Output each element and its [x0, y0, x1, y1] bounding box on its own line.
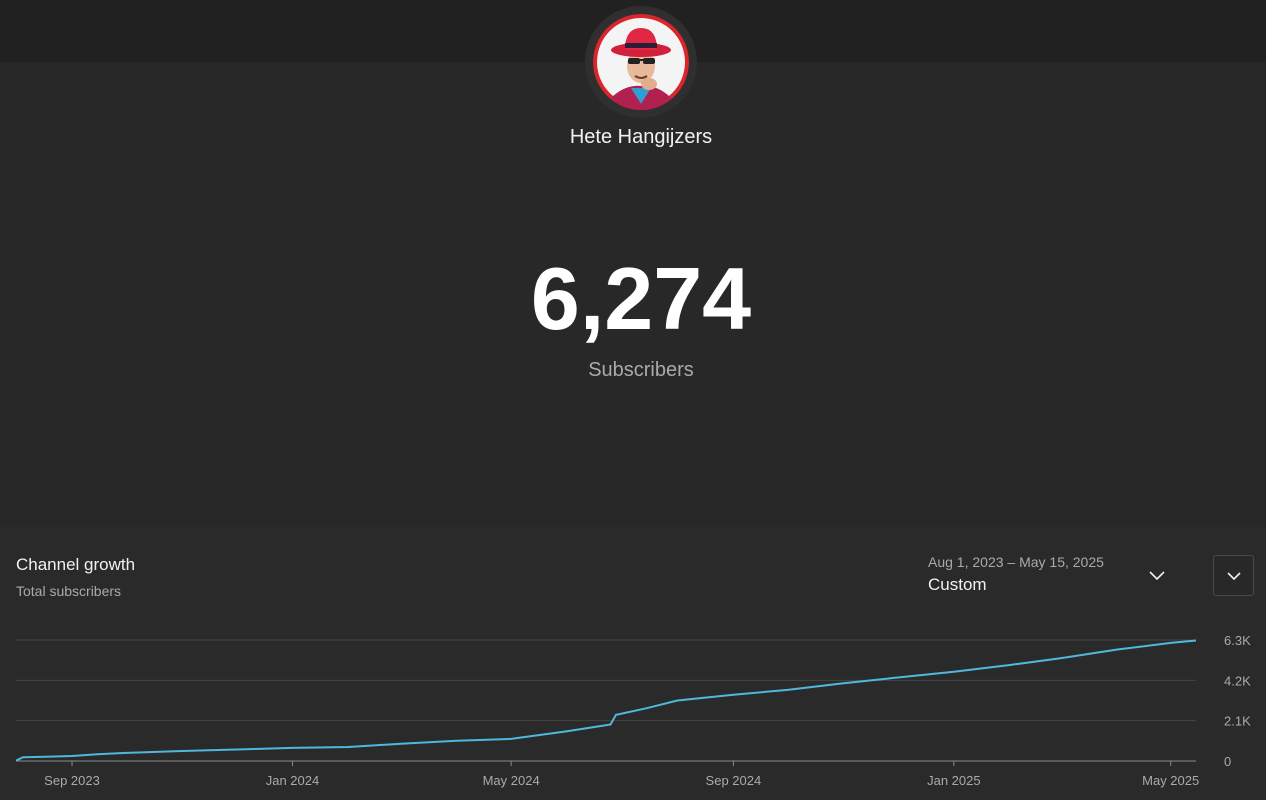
subscriber-growth-chart: 0 2.1K 4.2K 6.3K Sep 2023 Jan 2024 May 2024 Se… — [15, 633, 1251, 788]
date-range-dates: Aug 1, 2023 – May 15, 2025 — [928, 554, 1104, 570]
subscriber-label: Subscribers — [588, 359, 694, 381]
y-tick-label: 0 — [1224, 754, 1231, 769]
subscriber-count: 6,274 — [530, 249, 752, 348]
channel-avatar-image — [593, 14, 689, 110]
y-tick-label: 2.1K — [1224, 714, 1251, 729]
y-tick-label: 4.2K — [1224, 673, 1251, 688]
x-tick-label: Sep 2024 — [706, 773, 762, 788]
chevron-down-icon — [1149, 571, 1165, 581]
channel-name: Hete Hangijzers — [569, 126, 713, 148]
x-tick-label: May 2024 — [483, 773, 540, 788]
subscriber-series-line — [15, 639, 1197, 762]
y-tick-label: 6.3K — [1224, 633, 1251, 648]
x-tick-label: Jan 2024 — [266, 773, 320, 788]
x-tick-label: Jan 2025 — [927, 773, 981, 788]
expand-button[interactable] — [1213, 555, 1254, 596]
x-tick-label: May 2025 — [1142, 773, 1199, 788]
channel-growth-subtitle: Total subscribers — [16, 583, 122, 599]
date-range-label: Custom — [928, 575, 987, 594]
avatar — [593, 14, 689, 110]
channel-growth-section — [0, 526, 1266, 800]
chevron-down-icon — [1227, 572, 1241, 581]
date-range-dropdown[interactable]: Aug 1, 2023 – May 15, 2025 Custom — [912, 548, 1182, 602]
channel-growth-title: Channel growth — [16, 555, 136, 574]
x-tick-label: Sep 2023 — [44, 773, 100, 788]
